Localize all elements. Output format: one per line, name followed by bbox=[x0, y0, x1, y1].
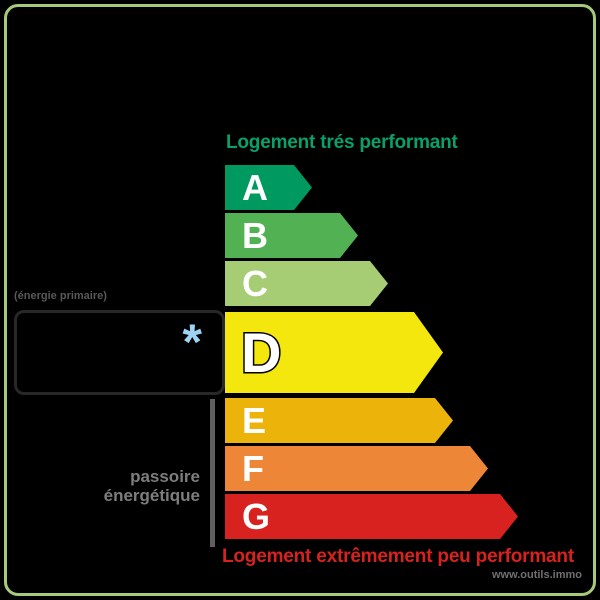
arrow-row-e: E bbox=[225, 398, 453, 443]
passoire-line1: passoire bbox=[130, 467, 200, 486]
class-letter-e: E bbox=[242, 399, 267, 441]
arrow-row-g: G bbox=[225, 494, 518, 539]
watermark-url: www.outils.immo bbox=[491, 569, 582, 581]
arrow-shape-f: F bbox=[225, 446, 488, 491]
arrow-shape-b: B bbox=[225, 213, 358, 258]
energy-value-box: * bbox=[14, 310, 225, 395]
class-letter-g: G bbox=[242, 495, 271, 537]
arrow-shape-d: D bbox=[225, 312, 443, 393]
arrow-shape-a: A bbox=[225, 165, 312, 210]
arrow-row-d-highlighted: D bbox=[225, 312, 443, 393]
arrow-shape-c: C bbox=[225, 261, 388, 306]
asterisk-marker: * bbox=[182, 314, 202, 370]
class-letter-c: C bbox=[242, 262, 268, 304]
arrow-shape-e: E bbox=[225, 398, 453, 443]
primary-energy-label: (énergie primaire) bbox=[14, 290, 107, 302]
arrow-row-b: B bbox=[225, 213, 358, 258]
class-letter-a: A bbox=[242, 166, 268, 208]
arrow-row-c: C bbox=[225, 261, 388, 306]
top-performance-label: Logement trés performant bbox=[226, 132, 458, 153]
passoire-line2: énergétique bbox=[103, 486, 200, 505]
arrow-row-f: F bbox=[225, 446, 488, 491]
arrow-shape-g: G bbox=[225, 494, 518, 539]
class-letter-b: B bbox=[242, 214, 268, 256]
class-letter-d: D bbox=[241, 320, 282, 384]
passoire-bracket-bar bbox=[210, 399, 215, 547]
arrow-row-a: A bbox=[225, 165, 312, 210]
bottom-performance-label: Logement extrêmement peu performant bbox=[222, 546, 574, 567]
passoire-energetique-label: passoire énergétique bbox=[40, 467, 200, 505]
class-letter-f: F bbox=[242, 447, 264, 489]
